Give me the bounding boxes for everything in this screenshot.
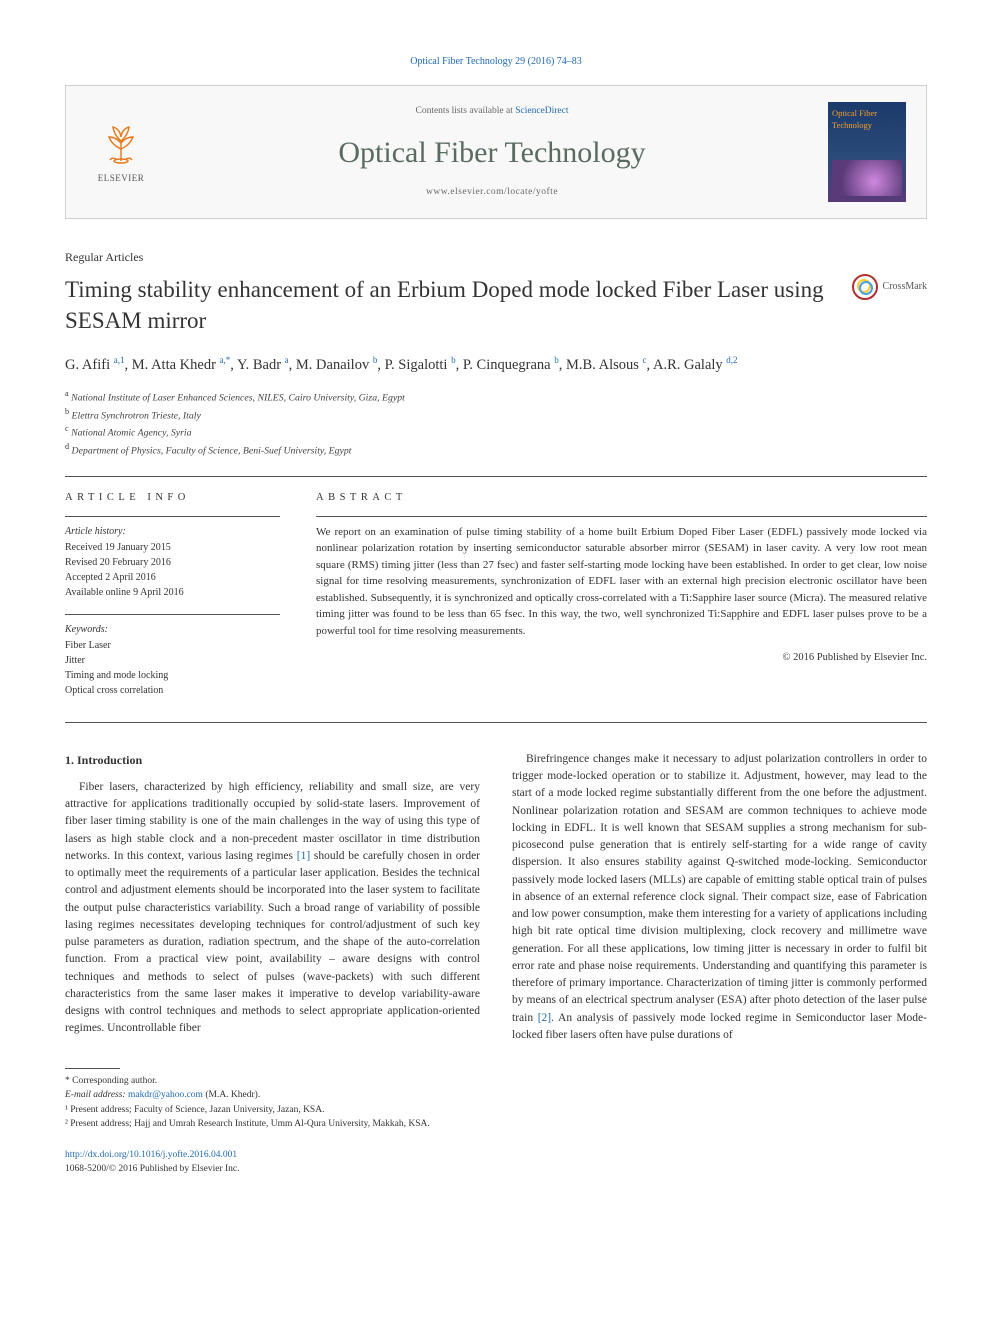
doi-block: http://dx.doi.org/10.1016/j.yofte.2016.0…	[65, 1149, 479, 1177]
journal-url[interactable]: www.elsevier.com/locate/yofte	[166, 186, 818, 199]
keyword-1: Jitter	[65, 653, 280, 668]
elsevier-tree-icon	[86, 119, 156, 172]
masthead: ELSEVIER Contents lists available at Sci…	[65, 85, 927, 219]
cover-body	[832, 138, 902, 156]
doi-link[interactable]: http://dx.doi.org/10.1016/j.yofte.2016.0…	[65, 1150, 237, 1160]
footnote-1: ¹ Present address; Faculty of Science, J…	[65, 1103, 479, 1117]
article-title: Timing stability enhancement of an Erbiu…	[65, 274, 836, 336]
journal-cover-thumbnail[interactable]: Optical Fiber Technology	[828, 102, 906, 202]
footnote-2: ² Present address; Hajj and Umrah Resear…	[65, 1117, 479, 1131]
intro-paragraph-1: Fiber lasers, characterized by high effi…	[65, 779, 480, 1038]
affiliation-b: b Elettra Synchrotron Trieste, Italy	[65, 406, 927, 423]
email-label: E-mail address:	[65, 1090, 128, 1100]
keywords-block: Keywords: Fiber Laser Jitter Timing and …	[65, 614, 280, 698]
email-suffix: (M.A. Khedr).	[203, 1090, 260, 1100]
affiliation-d: d Department of Physics, Faculty of Scie…	[65, 441, 927, 458]
info-abstract-row: ARTICLE INFO Article history: Received 1…	[65, 491, 927, 712]
page-root: Optical Fiber Technology 29 (2016) 74–83	[0, 0, 992, 1217]
body-text: 1. Introduction Fiber lasers, characteri…	[65, 751, 927, 1044]
top-citation: Optical Fiber Technology 29 (2016) 74–83	[65, 55, 927, 69]
article-type: Regular Articles	[65, 249, 927, 266]
history-revised: Revised 20 February 2016	[65, 555, 280, 570]
keyword-0: Fiber Laser	[65, 638, 280, 653]
email-link[interactable]: makdr@yahoo.com	[128, 1090, 203, 1100]
abstract-text: We report on an examination of pulse tim…	[316, 516, 927, 640]
abstract-copyright: © 2016 Published by Elsevier Inc.	[316, 651, 927, 666]
publisher-logo[interactable]: ELSEVIER	[86, 119, 156, 185]
affiliation-a: a National Institute of Laser Enhanced S…	[65, 388, 927, 405]
crossmark-label: CrossMark	[883, 280, 927, 294]
abstract-heading: ABSTRACT	[316, 491, 927, 506]
history-accepted: Accepted 2 April 2016	[65, 570, 280, 585]
cover-image-icon	[832, 160, 902, 196]
keyword-3: Optical cross correlation	[65, 683, 280, 698]
contents-prefix: Contents lists available at	[415, 106, 515, 116]
footnote-corresponding: * Corresponding author.	[65, 1074, 479, 1088]
sciencedirect-link[interactable]: ScienceDirect	[515, 106, 568, 116]
history-received: Received 19 January 2015	[65, 540, 280, 555]
footnotes: * Corresponding author. E-mail address: …	[65, 1068, 479, 1131]
issn-copyright: 1068-5200/© 2016 Published by Elsevier I…	[65, 1163, 479, 1177]
article-history: Article history: Received 19 January 201…	[65, 516, 280, 600]
footnote-rule	[65, 1068, 120, 1069]
intro-paragraph-2: Birefringence changes make it necessary …	[512, 751, 927, 1044]
contents-available: Contents lists available at ScienceDirec…	[166, 105, 818, 118]
article-info-column: ARTICLE INFO Article history: Received 1…	[65, 491, 280, 712]
cover-title: Optical Fiber Technology	[832, 108, 902, 132]
publisher-name: ELSEVIER	[86, 172, 156, 185]
abstract-column: ABSTRACT We report on an examination of …	[316, 491, 927, 712]
history-heading: Article history:	[65, 524, 280, 539]
affiliations: a National Institute of Laser Enhanced S…	[65, 388, 927, 458]
title-row: Timing stability enhancement of an Erbiu…	[65, 274, 927, 336]
masthead-center: Contents lists available at ScienceDirec…	[156, 105, 828, 200]
authors-line: G. Afifi a,1, M. Atta Khedr a,*, Y. Badr…	[65, 354, 927, 377]
crossmark-button[interactable]: CrossMark	[852, 274, 927, 300]
article-info-heading: ARTICLE INFO	[65, 491, 280, 506]
intro-heading: 1. Introduction	[65, 751, 480, 769]
affiliation-c: c National Atomic Agency, Syria	[65, 423, 927, 440]
crossmark-icon	[852, 274, 878, 300]
rule-mid	[65, 722, 927, 723]
footnote-email: E-mail address: makdr@yahoo.com (M.A. Kh…	[65, 1088, 479, 1102]
keywords-heading: Keywords:	[65, 622, 280, 637]
keyword-2: Timing and mode locking	[65, 668, 280, 683]
rule-top	[65, 476, 927, 477]
history-online: Available online 9 April 2016	[65, 585, 280, 600]
journal-name: Optical Fiber Technology	[166, 132, 818, 174]
